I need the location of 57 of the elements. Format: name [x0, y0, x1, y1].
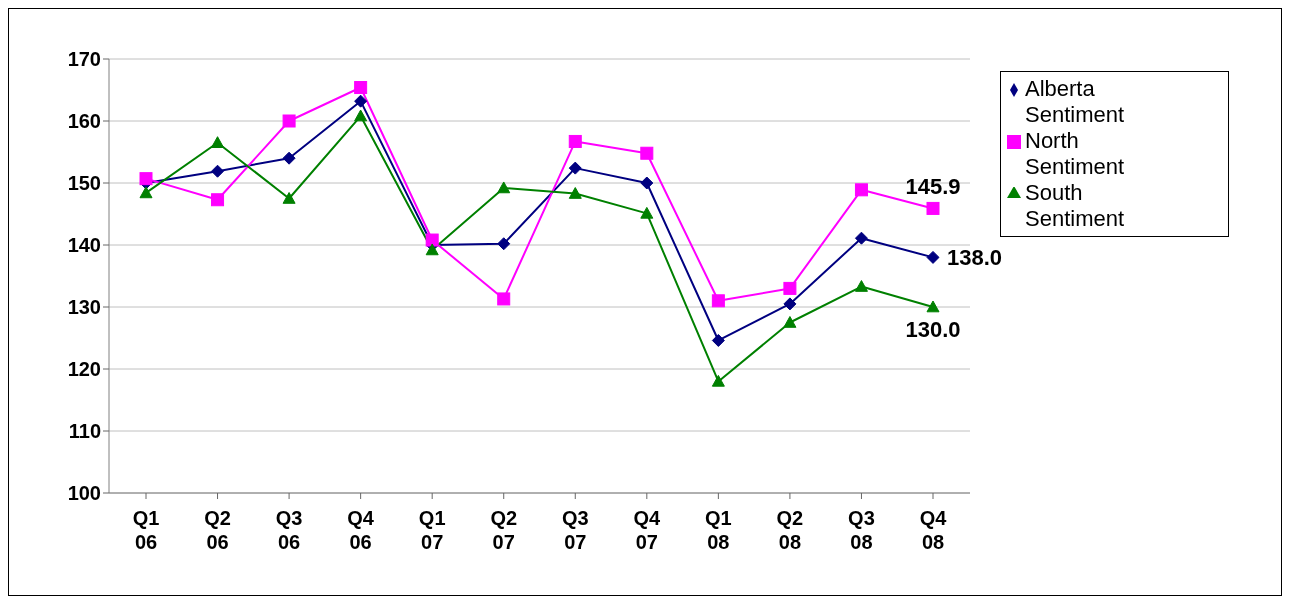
- point: [354, 81, 368, 95]
- y-tick-label: 120: [67, 358, 101, 381]
- point: [139, 186, 153, 199]
- point: [425, 243, 439, 256]
- point: [282, 114, 296, 128]
- point: [497, 181, 511, 194]
- point: [640, 176, 654, 190]
- y-tick-label: 170: [67, 48, 101, 71]
- point: [926, 250, 940, 264]
- point: [568, 187, 582, 199]
- x-tick-label: Q3 08: [848, 507, 875, 553]
- x-tick-label: Q2 07: [490, 507, 518, 553]
- point: [354, 94, 368, 108]
- x-tick-label: Q3 07: [561, 507, 589, 553]
- point: [711, 374, 725, 387]
- point: [854, 183, 868, 197]
- point: [640, 206, 654, 219]
- point: [282, 151, 296, 165]
- y-tick-label: 100: [67, 482, 101, 505]
- x-tick-label: Q1 06: [132, 507, 160, 553]
- x-tick-label: Q3 06: [275, 507, 303, 553]
- point: [211, 164, 225, 178]
- x-tick-label: Q4 07: [633, 507, 662, 553]
- data-label: 138.0: [947, 245, 1003, 271]
- point: [497, 237, 511, 251]
- data-label: 145.9: [905, 174, 961, 200]
- legend-label: Alberta Sentiment: [1025, 76, 1126, 128]
- x-tick-label: Q2 08: [776, 507, 804, 553]
- data-label: 130.0: [905, 317, 961, 342]
- x-tick-label: Q1 08: [705, 507, 732, 553]
- y-tick-label: 140: [67, 234, 101, 257]
- point: [139, 172, 153, 186]
- point: [854, 280, 868, 292]
- point: [926, 300, 940, 313]
- point: [783, 297, 797, 311]
- point: [282, 192, 296, 204]
- x-tick-label: Q1 07: [418, 507, 446, 553]
- y-tick-label: 110: [68, 420, 101, 443]
- point: [854, 231, 868, 245]
- x-tick-label: Q4 06: [347, 507, 375, 553]
- point: [425, 233, 439, 247]
- y-tick-label: 130: [67, 296, 101, 319]
- point: [711, 333, 725, 347]
- point: [926, 201, 940, 215]
- point: [497, 292, 511, 306]
- y-tick-label: 150: [67, 172, 101, 195]
- legend-label: North Sentiment: [1025, 128, 1126, 180]
- point: [354, 109, 368, 122]
- x-tick-label: Q4 08: [919, 507, 948, 553]
- point: [211, 136, 225, 148]
- x-tick-label: Q2 06: [204, 507, 231, 553]
- point: [783, 316, 797, 328]
- point: [640, 146, 654, 160]
- point: [783, 281, 797, 295]
- point: [711, 294, 725, 308]
- y-tick-label: 160: [67, 110, 101, 133]
- legend-label: South Sentiment: [1025, 180, 1126, 232]
